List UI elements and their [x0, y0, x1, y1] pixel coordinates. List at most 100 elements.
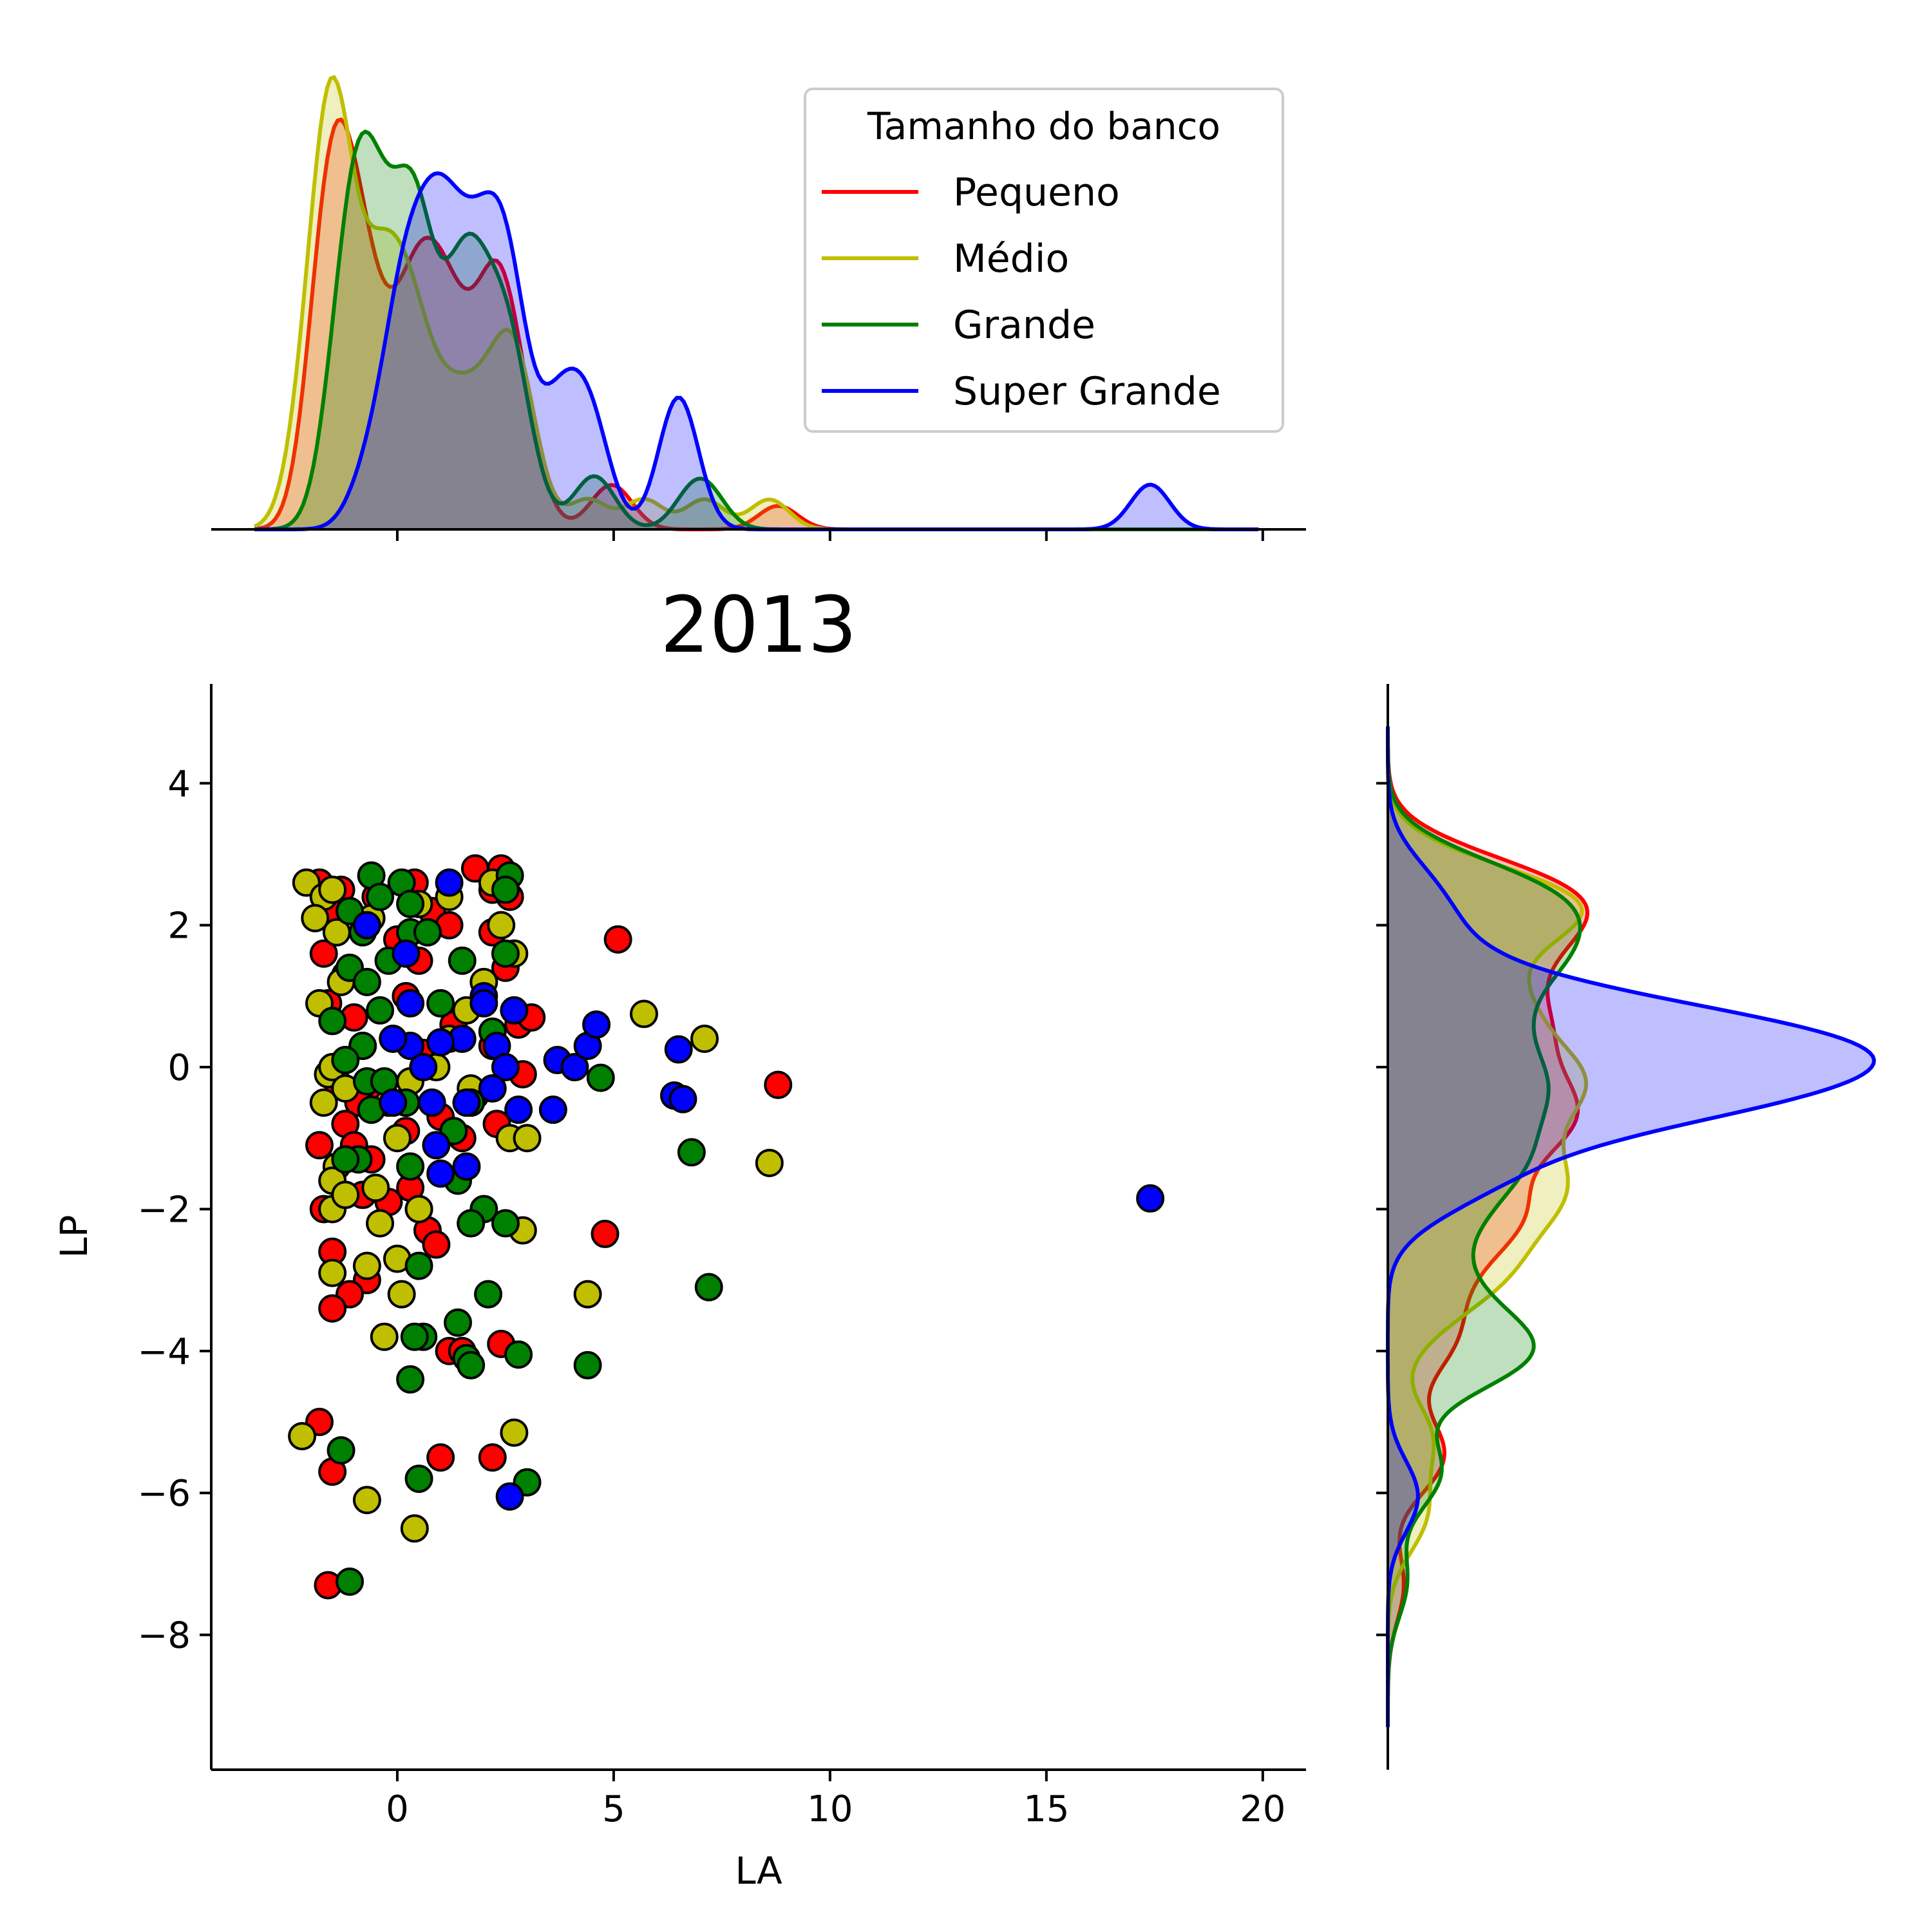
scatter-point	[487, 911, 516, 940]
legend-label: Super Grande	[953, 369, 1221, 414]
scatter-point	[318, 875, 347, 904]
legend-label: Pequeno	[953, 170, 1120, 215]
scatter-point	[491, 1053, 520, 1082]
scatter-point	[690, 1024, 719, 1053]
y-tick-label: 4	[167, 763, 191, 805]
scatter-point	[573, 1280, 602, 1309]
scatter-point	[478, 1074, 507, 1103]
scatter-point	[318, 1258, 347, 1287]
top-kde-fill	[254, 131, 1259, 529]
scatter-point	[409, 1053, 438, 1082]
scatter-point	[444, 1308, 473, 1337]
scatter-point	[452, 1152, 481, 1181]
y-tick-label: 0	[167, 1047, 191, 1089]
right-kde-fill	[1388, 726, 1580, 1727]
scatter-point	[366, 1209, 395, 1238]
scatter-point	[413, 918, 442, 947]
legend: Tamanho do banco Pequeno Médio Grande Super…	[804, 88, 1284, 433]
chart-title: 2013	[660, 581, 857, 670]
scatter-point	[538, 1095, 567, 1124]
scatter-points	[288, 854, 1165, 1600]
right-kde-fill	[1388, 726, 1587, 1727]
scatter-point	[352, 967, 381, 996]
scatter-point	[448, 946, 477, 975]
scatter-point	[469, 989, 498, 1018]
scatter-point	[370, 1322, 399, 1351]
right-kde-line	[1386, 726, 1589, 1727]
legend-label: Médio	[953, 236, 1069, 281]
scatter-point	[400, 1322, 429, 1351]
x-axis-label: LA	[735, 1849, 782, 1893]
scatter-point	[396, 889, 425, 918]
scatter-point	[426, 1443, 455, 1472]
right-marginal-kde	[1386, 726, 1877, 1727]
scatter-point	[309, 1088, 338, 1117]
scatter-point	[491, 939, 520, 968]
scatter-point	[387, 1280, 416, 1309]
y-tick-label: −8	[137, 1615, 191, 1657]
scatter-point	[435, 868, 464, 897]
scatter-point	[318, 1007, 347, 1036]
right-kde-fill	[1388, 726, 1586, 1727]
scatter-point	[452, 1088, 481, 1117]
scatter-point	[478, 1443, 507, 1472]
scatter-point	[331, 1145, 360, 1174]
scatter-point	[404, 1195, 433, 1224]
top-kde-fill	[254, 77, 1259, 529]
y-axis-label: LP	[52, 1215, 96, 1258]
x-tick-label: 15	[1023, 1788, 1069, 1830]
scatter-point	[500, 996, 529, 1025]
scatter-point	[582, 1010, 611, 1039]
scatter-point	[677, 1138, 706, 1167]
scatter-point	[417, 1088, 446, 1117]
scatter-point	[352, 1486, 381, 1515]
x-tick-label: 10	[807, 1788, 853, 1830]
scatter-point	[664, 1035, 693, 1064]
scatter-point	[309, 939, 338, 968]
scatter-point	[491, 875, 520, 904]
y-tick-label: −4	[137, 1331, 191, 1373]
scatter-point	[426, 989, 455, 1018]
scatter-point	[504, 1340, 533, 1369]
scatter-point	[573, 1350, 602, 1379]
legend-title: Tamanho do banco	[867, 104, 1220, 148]
scatter-point	[366, 996, 395, 1025]
scatter-point	[500, 1418, 529, 1447]
scatter-point	[404, 1464, 433, 1493]
scatter-point	[560, 1053, 589, 1082]
scatter-point	[336, 1567, 365, 1596]
scatter-point	[331, 1046, 360, 1075]
scatter-point	[513, 1124, 542, 1153]
scatter-point	[396, 989, 425, 1018]
scatter-point	[504, 1095, 533, 1124]
scatter-point	[366, 882, 395, 911]
legend-label: Grande	[953, 303, 1095, 348]
scatter-point	[491, 1209, 520, 1238]
y-tick-label: −2	[137, 1189, 191, 1231]
scatter-point	[586, 1063, 615, 1092]
scatter-point	[474, 1280, 503, 1309]
scatter-point	[404, 1251, 433, 1280]
legend-frame	[804, 88, 1284, 433]
y-tick-label: 2	[167, 905, 191, 947]
scatter-point	[361, 1173, 390, 1202]
right-kde-line	[1386, 726, 1877, 1727]
scatter-point	[668, 1084, 697, 1113]
x-tick-label: 0	[386, 1788, 409, 1830]
scatter-point	[422, 1131, 451, 1160]
right-kde-fill	[1388, 726, 1874, 1727]
scatter-point	[327, 1436, 355, 1465]
scatter-point	[301, 904, 330, 933]
scatter-point	[426, 1159, 455, 1188]
x-tick-label: 20	[1240, 1788, 1285, 1830]
scatter-point	[495, 1482, 524, 1511]
top-kde-fill	[254, 173, 1259, 529]
scatter-point	[422, 1230, 451, 1259]
scatter-point	[396, 1365, 425, 1394]
scatter-point	[457, 1209, 486, 1238]
scatter-point	[603, 925, 632, 954]
scatter-point	[764, 1070, 793, 1099]
top-kde-fill	[254, 119, 1259, 529]
scatter-point	[352, 911, 381, 940]
